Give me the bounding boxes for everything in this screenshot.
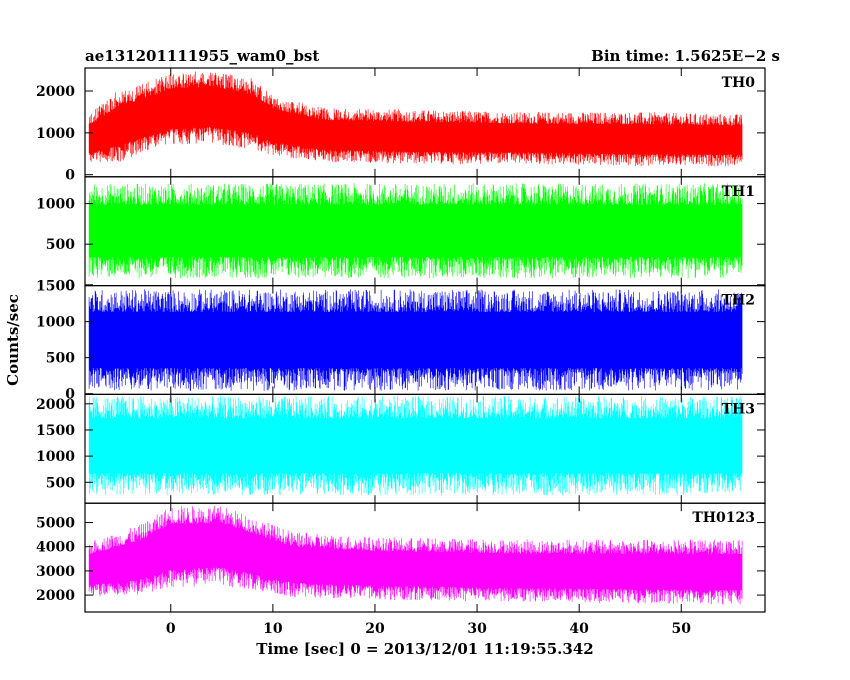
y-tick-label: 2000 [36,397,75,413]
x-tick-label: 50 [672,621,692,637]
y-tick-label: 0 [65,168,75,184]
panel-th2: 0 500 1000 1500 TH2 [36,279,766,403]
y-tick-label: 1500 [36,279,75,295]
y-tick-label: 4000 [36,540,75,556]
y-tick-label: 2000 [36,588,75,604]
panel-th0: 0 1000 2000 TH0 [36,67,766,184]
x-tick-label: 30 [467,621,487,637]
series-th3 [88,396,743,496]
y-tick-label: 2000 [36,84,75,100]
chart-title: ae131201111955_wam0_bst [85,47,319,65]
series-line [88,505,743,605]
x-tick-label: 10 [263,621,283,637]
y-tick-label: 1500 [36,423,75,439]
y-tick-label: 500 [46,351,75,367]
panel-th1: 0 500 1000 TH1 [36,176,766,294]
panel-th0123: 2000 3000 4000 5000 TH0123 [36,502,766,613]
y-tick-label: 500 [46,237,75,253]
y-tick-label: 0 [65,278,75,294]
y-tick-label: 1000 [36,197,75,213]
series-th0 [88,71,743,167]
x-tick-label: 0 [166,621,176,637]
series-th0123 [88,505,743,605]
series-line [88,71,743,167]
y-tick-label: 1000 [36,449,75,465]
y-tick-label: 500 [46,475,75,491]
series-line [88,289,743,391]
panel-label: TH0123 [692,510,755,526]
panel-label: TH0 [722,75,756,91]
y-tick-label: 1000 [36,315,75,331]
series-th2 [88,289,743,391]
y-axis-label: Counts/sec [4,294,22,386]
bin-time-label: Bin time: 1.5625E−2 s [591,47,780,65]
panel-label: TH1 [722,184,755,200]
panel-th3: 500 1000 1500 2000 TH3 [36,393,766,504]
y-tick-label: 3000 [36,564,75,580]
series-line [88,396,743,496]
panel-label: TH3 [722,401,755,417]
series-th1 [88,183,743,279]
series-line [88,183,743,279]
panel-frame [84,502,766,613]
panel-label: TH2 [722,293,755,309]
x-tick-label: 20 [365,621,385,637]
x-axis-label: Time [sec] 0 = 2013/12/01 11:19:55.342 [256,640,593,658]
y-tick-label: 1000 [36,126,75,142]
y-tick-label: 5000 [36,516,75,532]
x-tick-label: 40 [569,621,589,637]
panels-group: 010002000TH005001000TH1050010001500TH250… [36,67,766,637]
y-tick-label: 0 [65,387,75,403]
